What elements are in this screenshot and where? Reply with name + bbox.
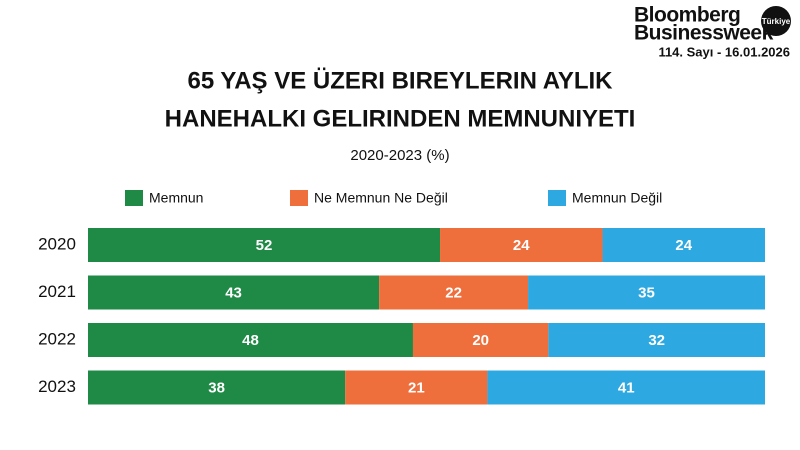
y-tick-label: 2020 xyxy=(38,234,76,253)
value-label: 20 xyxy=(472,332,489,349)
value-label: 41 xyxy=(618,379,635,396)
bar-segment xyxy=(88,323,413,357)
bar-segment xyxy=(412,323,549,357)
value-label: 24 xyxy=(675,237,692,254)
legend-label: Ne Memnun Ne Değil xyxy=(314,190,448,206)
bar-segment xyxy=(548,323,765,357)
value-label: 21 xyxy=(408,379,425,396)
badge: Türkiye xyxy=(762,17,791,26)
bar-segment xyxy=(88,275,380,310)
bar-segment xyxy=(440,228,603,262)
value-label: 38 xyxy=(208,379,225,396)
value-label: 35 xyxy=(638,284,655,301)
y-tick-label: 2022 xyxy=(38,329,76,348)
y-tick-label: 2023 xyxy=(38,377,76,396)
brand-line: Businessweek xyxy=(634,22,774,45)
chart-title: 65 YAŞ VE ÜZERI BIREYLERIN AYLIK xyxy=(187,67,613,94)
y-tick-label: 2021 xyxy=(38,282,76,301)
value-label: 24 xyxy=(513,237,530,254)
badge-circle xyxy=(761,6,791,36)
bar-segment xyxy=(602,228,765,262)
legend-label: Memnun Değil xyxy=(572,190,662,206)
bar-segment xyxy=(528,275,765,310)
legend-label: Memnun xyxy=(149,190,203,206)
bar-segment xyxy=(88,370,346,405)
legend-swatch xyxy=(548,190,566,206)
bar-segment xyxy=(487,370,765,405)
issue: 114. Sayı - 16.01.2026 xyxy=(658,44,790,59)
value-label: 48 xyxy=(242,332,259,349)
bar-segment xyxy=(379,275,529,310)
chart-subtitle: 2020-2023 (%) xyxy=(350,147,449,164)
value-label: 52 xyxy=(256,237,273,254)
brand-line: Bloomberg xyxy=(634,4,740,27)
value-label: 43 xyxy=(225,284,242,301)
legend-swatch xyxy=(125,190,143,206)
bar-segment xyxy=(88,228,441,262)
value-label: 22 xyxy=(445,284,462,301)
chart-title: HANEHALKI GELIRINDEN MEMNUNIYETI xyxy=(165,105,636,132)
bar-segment xyxy=(345,370,488,405)
legend-swatch xyxy=(290,190,308,206)
value-label: 32 xyxy=(648,332,665,349)
